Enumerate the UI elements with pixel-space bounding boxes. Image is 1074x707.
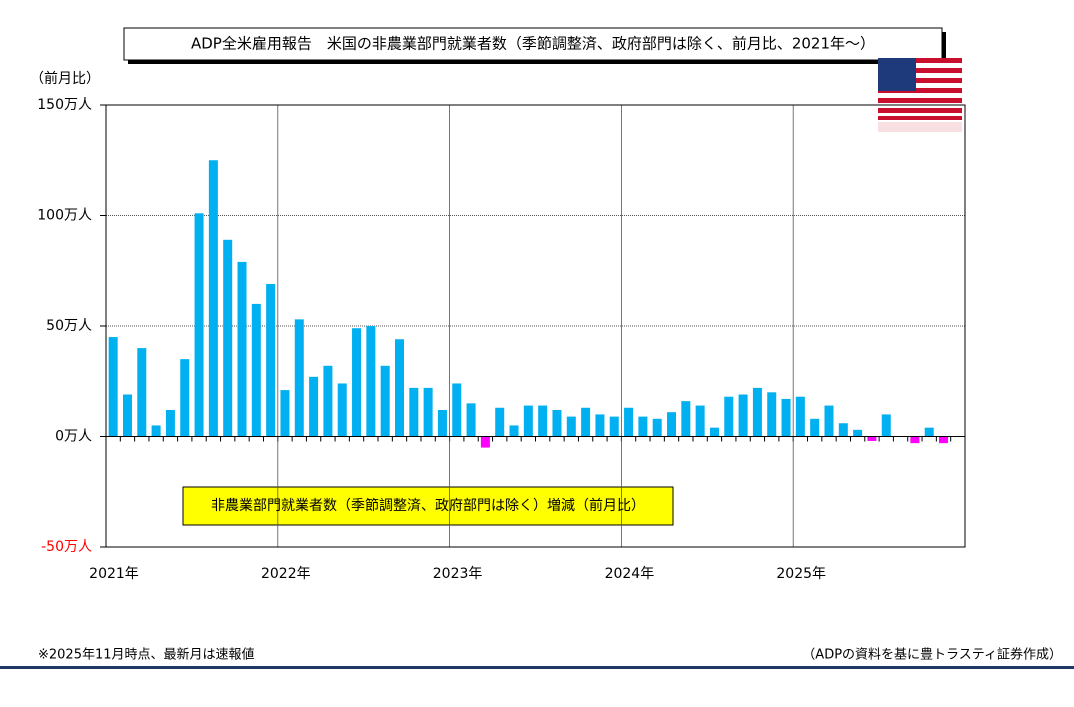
bar xyxy=(838,423,848,437)
bar xyxy=(151,425,161,437)
bar xyxy=(495,407,505,437)
bar xyxy=(452,383,462,437)
bar xyxy=(652,418,662,437)
bar xyxy=(409,387,419,437)
x-tick-label: 2024年 xyxy=(605,566,655,582)
bar xyxy=(752,387,762,437)
y-tick-label: 50万人 xyxy=(46,318,92,334)
bar xyxy=(366,326,376,437)
bar xyxy=(924,427,934,437)
bar xyxy=(709,427,719,437)
bar xyxy=(538,405,548,437)
bar xyxy=(824,405,834,437)
bar xyxy=(108,337,118,437)
bar xyxy=(180,359,190,437)
bar xyxy=(352,328,362,437)
footnote: ※2025年11月時点、最新月は速報値 xyxy=(38,647,255,663)
bar xyxy=(480,436,490,448)
bar xyxy=(394,339,404,437)
title-box xyxy=(123,27,943,61)
bar xyxy=(337,383,347,437)
bar xyxy=(223,239,233,437)
bar xyxy=(881,414,891,437)
source: （ADPの資料を基に豊トラスティ証券作成） xyxy=(802,647,1062,663)
bar xyxy=(795,396,805,437)
x-tick-label: 2023年 xyxy=(433,566,483,582)
bar xyxy=(423,387,433,437)
bar xyxy=(781,398,791,437)
bar xyxy=(624,407,634,437)
plot-border xyxy=(105,104,966,548)
bar xyxy=(867,436,877,441)
bar xyxy=(208,160,218,437)
flag xyxy=(878,58,962,132)
bar xyxy=(581,407,591,437)
legend-label: 非農業部門就業者数（季節調整済、政府部門は除く）増減（前月比） xyxy=(211,497,645,514)
bar xyxy=(251,303,261,437)
y-tick-label: -50万人 xyxy=(41,539,92,555)
bar xyxy=(738,394,748,437)
bar xyxy=(638,416,648,437)
x-tick-label: 2022年 xyxy=(261,566,311,582)
bar xyxy=(595,414,605,437)
bar xyxy=(667,412,677,437)
bar xyxy=(767,392,777,437)
chart-title: ADP全米雇用報告 米国の非農業部門就業者数（季節調整済、政府部門は除く、前月比… xyxy=(191,35,875,53)
footer-rule xyxy=(0,666,1074,669)
bar xyxy=(323,365,333,437)
bar xyxy=(910,436,920,444)
bar xyxy=(122,394,132,437)
bar xyxy=(194,213,204,437)
bar xyxy=(294,319,304,437)
bar xyxy=(810,418,820,437)
legend-box xyxy=(182,486,674,526)
bar xyxy=(309,376,319,437)
y-tick-label: 0万人 xyxy=(55,429,92,445)
bar xyxy=(523,405,533,437)
bar xyxy=(466,403,476,437)
y-tick-label: 150万人 xyxy=(37,97,92,113)
bar xyxy=(280,390,290,437)
bar xyxy=(681,401,691,437)
bar xyxy=(380,365,390,437)
bar xyxy=(724,396,734,437)
bar xyxy=(137,348,147,437)
x-tick-label: 2025年 xyxy=(776,566,826,582)
bar xyxy=(437,409,447,437)
bar xyxy=(939,436,949,444)
bar xyxy=(552,409,562,437)
y-axis-label: （前月比） xyxy=(30,70,100,87)
bar xyxy=(695,405,705,437)
bar xyxy=(509,425,519,437)
bar xyxy=(853,429,863,437)
bar xyxy=(266,284,276,437)
bar xyxy=(237,261,247,437)
bar xyxy=(165,409,175,437)
y-tick-label: 100万人 xyxy=(37,208,92,224)
bar xyxy=(609,416,619,437)
x-tick-label: 2021年 xyxy=(89,566,139,582)
bar xyxy=(566,416,576,437)
